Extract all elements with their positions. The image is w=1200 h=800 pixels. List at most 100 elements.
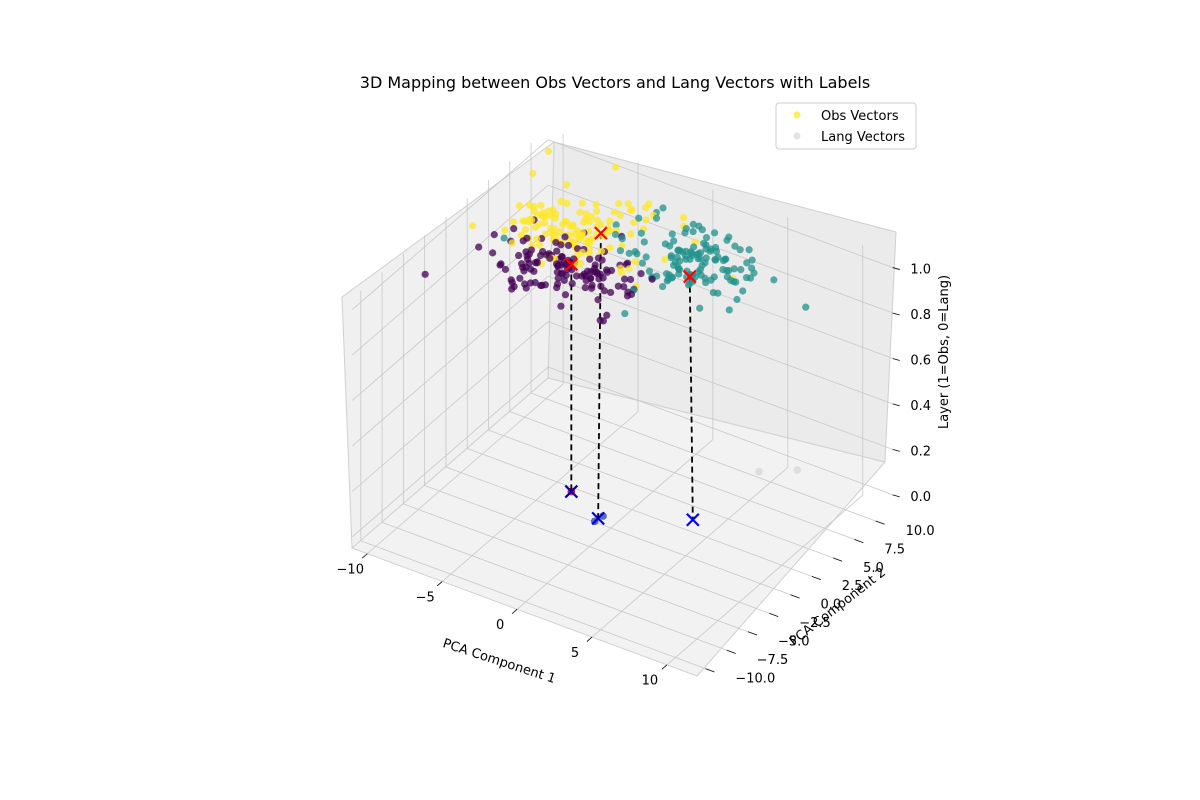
obs-point — [666, 242, 674, 250]
obs-point — [733, 295, 741, 304]
obs-point — [689, 220, 697, 228]
obs-point — [603, 268, 611, 276]
y-tick — [726, 649, 736, 654]
obs-point — [500, 234, 508, 242]
z-tick — [892, 448, 900, 452]
z-tick — [892, 403, 900, 407]
obs-point — [596, 316, 604, 324]
obs-point — [642, 253, 650, 261]
y-grid-floor — [445, 466, 791, 596]
y-grid-floor — [424, 485, 770, 614]
legend-swatch-obs — [793, 111, 801, 119]
z-grid-left — [352, 275, 549, 447]
obs-point — [637, 270, 645, 278]
x-grid-floor — [441, 411, 639, 582]
y-tick-label: 10.0 — [906, 524, 935, 539]
y-tick-label: −2.5 — [799, 616, 831, 631]
obs-point — [627, 206, 635, 214]
y-tick-label: 2.5 — [842, 579, 863, 594]
x-axis-label: PCA Component 1 — [441, 636, 558, 687]
y-grid-floor — [360, 540, 706, 669]
legend: Obs Vectors Lang Vectors — [775, 102, 917, 150]
obs-point — [730, 265, 738, 273]
obs-point — [566, 222, 574, 230]
obs-point — [633, 250, 641, 258]
obs-point — [663, 277, 671, 285]
obs-point — [592, 200, 600, 209]
y-tick-label: 0.0 — [821, 598, 842, 613]
z-tick-label: 1.0 — [910, 263, 931, 278]
obs-point — [702, 233, 711, 242]
obs-point — [623, 292, 632, 300]
obs-point — [546, 254, 554, 262]
obs-point — [616, 211, 624, 219]
obs-point — [519, 217, 527, 225]
obs-point — [515, 202, 524, 210]
obs-point — [520, 267, 528, 275]
obs-point — [534, 211, 542, 219]
obs-point — [563, 199, 571, 208]
obs-point — [537, 201, 545, 210]
obs-point — [585, 250, 593, 258]
obs-point — [648, 275, 656, 283]
obs-point — [603, 311, 611, 319]
obs-point — [531, 259, 539, 267]
obs-point — [588, 284, 596, 292]
obs-point — [615, 199, 623, 208]
obs-point — [770, 276, 778, 284]
obs-point — [537, 251, 545, 260]
obs-point — [576, 259, 584, 268]
z-grid-back — [547, 366, 893, 496]
y-grid-floor — [467, 448, 812, 577]
x-tick — [586, 636, 593, 642]
obs-point — [620, 283, 628, 291]
obs-point — [489, 249, 497, 257]
mapping-line — [597, 233, 602, 519]
obs-point — [578, 199, 586, 207]
obs-point — [621, 275, 629, 283]
obs-point — [516, 274, 524, 282]
obs-point — [526, 279, 535, 287]
obs-point — [719, 256, 728, 265]
axis-ticks — [361, 267, 900, 673]
obs-point — [675, 270, 683, 278]
obs-point — [580, 218, 588, 226]
obs-point — [475, 243, 483, 251]
z-tick — [892, 494, 900, 498]
obs-point — [742, 273, 751, 282]
z-tick-label: 0.2 — [910, 444, 931, 459]
obs-point — [576, 234, 584, 243]
z-grid-left — [352, 184, 549, 356]
obs-point — [709, 289, 717, 297]
obs-point — [624, 200, 632, 208]
obs-point — [560, 276, 568, 284]
z-tick-label: 0.8 — [910, 308, 931, 323]
obs-point — [501, 265, 510, 274]
obs-point — [421, 270, 429, 278]
obs-point — [547, 224, 555, 232]
obs-point — [557, 302, 565, 310]
obs-point — [707, 276, 715, 284]
y-grid-floor — [488, 429, 834, 559]
obs-point — [529, 169, 537, 178]
obs-point — [490, 231, 498, 239]
obs-point — [612, 163, 620, 171]
obs-point — [557, 241, 565, 249]
axes-panes — [341, 140, 897, 677]
y-axis-label: PCA Component 2 — [787, 565, 889, 649]
y-tick-label: −5.0 — [778, 635, 810, 650]
obs-point — [710, 229, 719, 237]
y-tick-label: 7.5 — [884, 542, 905, 557]
y-grid-floor — [509, 411, 855, 540]
obs-point — [508, 285, 516, 293]
obs-point — [594, 296, 602, 304]
obs-point — [553, 247, 561, 255]
lang-centroid-marker — [564, 484, 579, 499]
y-grid-floor — [403, 503, 749, 633]
obs-point — [694, 255, 702, 263]
y-tick — [705, 668, 715, 673]
obs-point — [521, 226, 530, 234]
obs-point — [684, 281, 693, 289]
obs-point — [515, 251, 523, 260]
obs-point — [668, 230, 676, 238]
